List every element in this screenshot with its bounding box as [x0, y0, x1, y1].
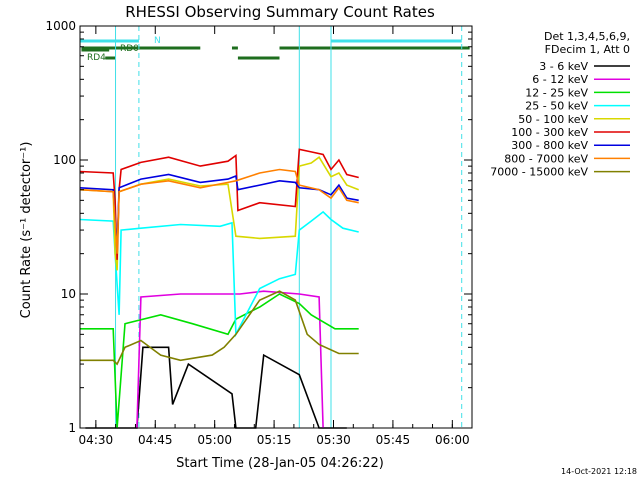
- y-tick-label-1: 10: [61, 287, 76, 301]
- legend-header-2: FDecim 1, Att 0: [545, 43, 630, 56]
- y-tick-label-0: 1: [68, 421, 76, 435]
- flag-label-n: N: [154, 36, 161, 46]
- x-tick-label-1: 04:45: [138, 433, 173, 447]
- series-line-1: [136, 290, 324, 429]
- series-line-2: [79, 293, 359, 429]
- axis-ticks: 04:30 04:45 05:00 05:15 05:30 05:45 06:00 1 10 10…: [45, 19, 472, 447]
- x-tick-label-4: 05:30: [316, 433, 351, 447]
- flag-label-rd0: RD0: [120, 44, 139, 54]
- series-line-8: [79, 290, 359, 366]
- series-line-5: [79, 148, 359, 260]
- footer-date: 14-Oct-2021 12:18: [561, 467, 637, 476]
- series-line-3: [79, 210, 359, 338]
- y-tick-label-3: 1000: [45, 19, 76, 33]
- plot-frame: [79, 25, 473, 429]
- series-line-7: [79, 168, 359, 254]
- x-tick-label-5: 05:45: [376, 433, 411, 447]
- series-line-4: [79, 156, 359, 271]
- legend-label-2: 12 - 25 keV: [525, 86, 588, 99]
- legend-label-8: 7000 - 15000 keV: [490, 166, 588, 179]
- series-line-6: [79, 173, 359, 249]
- legend-label-7: 800 - 7000 keV: [504, 152, 588, 165]
- x-tick-label-2: 05:00: [197, 433, 232, 447]
- legend-header-1: Det 1,3,4,5,6,9,: [544, 30, 630, 43]
- x-tick-label-0: 04:30: [79, 433, 114, 447]
- legend-label-6: 300 - 800 keV: [511, 139, 588, 152]
- chart-title: RHESSI Observing Summary Count Rates: [125, 3, 435, 21]
- legend-label-3: 25 - 50 keV: [525, 100, 588, 113]
- flag-bars: RD0 RD4 N: [79, 36, 470, 63]
- legend-label-5: 100 - 300 keV: [511, 126, 588, 139]
- series-line-0: [85, 346, 347, 429]
- x-axis-label: Start Time (28-Jan-05 04:26:22): [176, 456, 384, 471]
- vertical-markers: [115, 26, 463, 428]
- flag-label-rd4: RD4: [87, 53, 106, 63]
- y-axis-label: Count Rate (s⁻¹ detector⁻¹): [19, 142, 34, 319]
- legend-label-1: 6 - 12 keV: [532, 73, 588, 86]
- series-lines: [79, 148, 359, 429]
- x-tick-label-3: 05:15: [257, 433, 292, 447]
- y-tick-label-2: 100: [53, 153, 76, 167]
- x-tick-label-6: 06:00: [435, 433, 470, 447]
- legend-label-0: 3 - 6 keV: [539, 60, 588, 73]
- legend-label-4: 50 - 100 keV: [518, 113, 588, 126]
